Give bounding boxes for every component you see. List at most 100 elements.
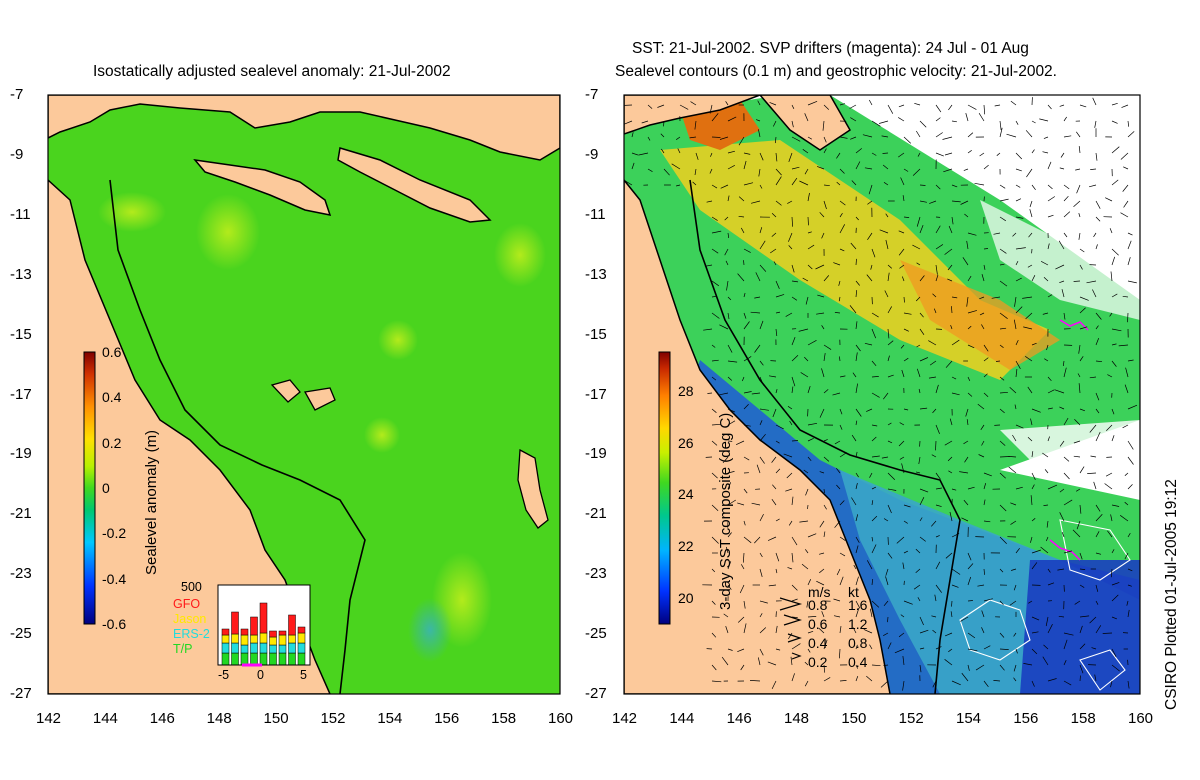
velocity-arrow	[791, 643, 801, 650]
velocity-arrow	[1124, 501, 1129, 506]
velocity-arrow	[1031, 275, 1036, 282]
velocity-arrow	[711, 664, 717, 671]
velocity-arrow	[1095, 337, 1100, 346]
velocity-arrow	[1047, 104, 1052, 110]
velocity-arrow	[1104, 483, 1113, 490]
velocity-arrow	[951, 376, 957, 380]
velocity-arrow	[676, 184, 681, 187]
velocity-arrow	[871, 328, 877, 339]
velocity-arrow	[1127, 240, 1132, 250]
velocity-arrow	[902, 680, 905, 691]
velocity-arrow	[899, 264, 905, 269]
velocity-arrow	[799, 180, 809, 186]
inset-bar-segment	[221, 642, 230, 654]
velocity-arrow	[887, 374, 894, 378]
velocity-arrow	[727, 499, 736, 506]
velocity-arrow	[883, 664, 889, 667]
velocity-arrow	[868, 184, 873, 195]
inset-bar-segment	[231, 642, 239, 654]
velocity-arrow	[804, 356, 809, 362]
velocity-arrow	[1015, 424, 1024, 429]
velocity-arrow	[839, 626, 842, 634]
velocity-arrow	[1111, 664, 1120, 672]
velocity-arrow	[850, 136, 857, 140]
velocity-arrow	[1118, 344, 1129, 347]
velocity-arrow	[1013, 677, 1017, 682]
velocity-arrow	[823, 184, 830, 187]
velocity-arrow	[947, 264, 953, 271]
velocity-arrow	[1072, 529, 1081, 538]
velocity-arrow	[743, 536, 752, 544]
velocity-arrow	[871, 152, 877, 156]
y-tick-label: -21	[585, 505, 607, 523]
velocity-arrow	[999, 536, 1007, 544]
velocity-arrow	[977, 584, 985, 587]
velocity-arrow	[897, 152, 905, 158]
velocity-arrow	[743, 488, 748, 494]
velocity-arrow	[1079, 664, 1084, 674]
velocity-arrow	[791, 584, 798, 591]
velocity-arrow	[944, 659, 953, 666]
velocity-arrow	[791, 598, 798, 602]
velocity-arrow	[935, 244, 944, 250]
velocity-arrow	[999, 120, 1002, 130]
velocity-arrow	[879, 120, 889, 124]
x-tick-label: 152	[898, 710, 924, 727]
x-tick-label: 160	[548, 710, 574, 727]
velocity-arrow	[1039, 118, 1049, 122]
velocity-arrow	[788, 152, 793, 163]
x-tick-label: 146	[149, 710, 175, 727]
velocity-arrow	[967, 486, 975, 490]
velocity-arrow	[807, 231, 812, 234]
velocity-arrow	[1030, 418, 1033, 426]
velocity-arrow	[1015, 120, 1019, 125]
inset-bar-segment	[259, 652, 268, 666]
velocity-arrow	[1063, 499, 1073, 506]
velocity-arrow	[1063, 550, 1072, 554]
velocity-arrow	[1015, 198, 1022, 202]
velocity-arrow	[999, 664, 1005, 671]
velocity-arrow	[821, 232, 825, 239]
velocity-arrow	[1047, 214, 1054, 218]
velocity-arrow	[1120, 152, 1129, 160]
velocity-arrow	[743, 520, 746, 526]
velocity-arrow	[771, 498, 777, 506]
velocity-arrow	[1027, 386, 1033, 394]
velocity-arrow	[935, 184, 941, 190]
velocity-arrow	[823, 104, 830, 110]
velocity-arrow	[1047, 161, 1052, 170]
velocity-arrow	[999, 456, 1010, 458]
velocity-arrow	[1105, 197, 1113, 202]
inset-x-tick: 0	[257, 668, 264, 682]
velocity-arrow	[1043, 504, 1049, 506]
inset-bar-segment	[269, 630, 277, 638]
velocity-arrow	[694, 120, 697, 130]
right-map-title-line1: SST: 21-Jul-2002. SVP drifters (magenta)…	[632, 40, 1029, 57]
velocity-arrow	[1063, 639, 1068, 650]
velocity-arrow	[915, 548, 921, 554]
velocity-arrow	[743, 424, 751, 427]
velocity-key-arrows	[779, 597, 803, 660]
y-tick-label: -7	[585, 86, 599, 103]
velocity-arrow	[999, 127, 1003, 138]
velocity-arrow	[839, 648, 841, 659]
velocity-arrow	[919, 517, 923, 522]
velocity-arrow	[1059, 280, 1065, 284]
velocity-arrow	[1044, 358, 1049, 362]
velocity-arrow	[1078, 344, 1081, 354]
coral-sea-reefs	[270, 379, 549, 529]
velocity-arrow	[709, 104, 713, 114]
velocity-arrow	[903, 357, 909, 362]
velocity-arrow	[1078, 232, 1081, 240]
sst-south-cool	[1020, 560, 1140, 694]
velocity-arrow	[823, 389, 829, 394]
velocity-arrow	[740, 664, 745, 671]
velocity-arrow	[883, 182, 889, 186]
velocity-arrow	[1015, 216, 1024, 219]
velocity-arrow	[999, 280, 1008, 287]
x-tick-label: 150	[841, 710, 867, 727]
sst-colorbar-tick: 26	[678, 434, 694, 451]
velocity-arrow	[773, 261, 777, 266]
velocity-arrow	[1015, 547, 1020, 554]
velocity-arrow	[788, 632, 793, 640]
